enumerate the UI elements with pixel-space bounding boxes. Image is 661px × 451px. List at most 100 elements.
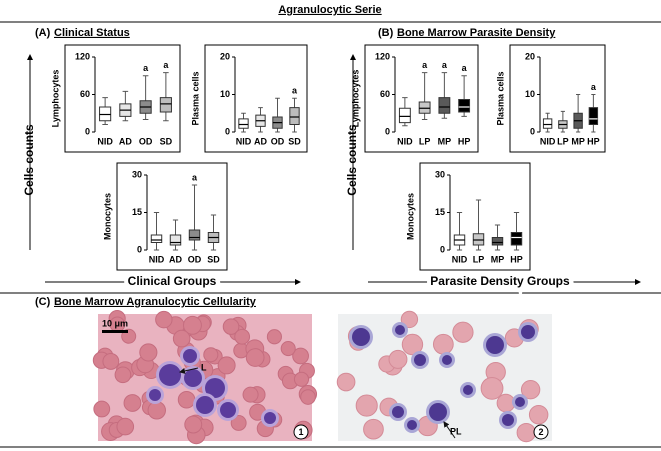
red-cell: [388, 349, 408, 369]
red-cell: [114, 366, 132, 384]
red-cell: [184, 415, 203, 434]
chart-frame: [364, 44, 479, 153]
cell-label: L: [201, 362, 207, 372]
red-cell: [116, 417, 135, 436]
x-tick-label: NID: [149, 254, 165, 264]
nucleus: [395, 325, 405, 335]
box: [458, 99, 471, 113]
red-cell: [401, 333, 424, 356]
annotation: a: [143, 63, 149, 73]
chart-frame: [204, 44, 308, 153]
red-cell: [102, 352, 120, 370]
red-cell: [280, 340, 296, 357]
annotation: a: [292, 86, 298, 96]
red-cell: [172, 329, 191, 348]
nucleus: [486, 336, 504, 354]
chart-frame: [116, 162, 228, 271]
box: [188, 229, 201, 241]
x-tick-label: LP: [557, 136, 569, 146]
nucleus: [159, 364, 181, 386]
y-tick-label: 0: [440, 244, 445, 254]
red-cell: [266, 329, 282, 345]
red-cell: [293, 371, 310, 387]
x-tick-label: OD: [271, 136, 285, 146]
annotation: a: [462, 63, 468, 73]
nucleus: [220, 402, 236, 418]
x-tick-label: MP: [571, 136, 585, 146]
axis-label: Cells counts: [345, 124, 359, 196]
y-tick-label: 120: [375, 51, 390, 61]
box: [289, 107, 300, 125]
scale-bar: [102, 330, 128, 333]
nucleus: [407, 420, 417, 430]
nucleus: [183, 349, 197, 363]
red-cell: [245, 348, 265, 367]
nucleus: [515, 397, 525, 407]
red-cell: [336, 372, 356, 392]
figure-title: Agranulocytic Serie: [278, 4, 381, 16]
box: [510, 232, 523, 246]
box: [398, 107, 411, 124]
x-tick-label: MP: [491, 254, 505, 264]
y-axis-label: Lymphocytes: [50, 70, 60, 128]
x-tick-label: NID: [452, 254, 468, 264]
annotation: a: [442, 60, 448, 70]
red-cell: [203, 347, 219, 363]
red-cell: [292, 347, 309, 365]
red-cell: [242, 386, 259, 403]
y-axis-label: Plasma cells: [495, 71, 505, 125]
red-cell: [516, 422, 536, 443]
x-tick-label: AD: [254, 136, 267, 146]
x-tick-label: HP: [587, 136, 600, 146]
red-cell: [400, 310, 419, 329]
y-axis-label: Plasma cells: [190, 71, 200, 125]
y-tick-label: 0: [85, 126, 90, 136]
box: [150, 234, 163, 243]
red-cell: [139, 343, 158, 362]
y-tick-label: 60: [80, 89, 90, 99]
x-tick-label: SD: [288, 136, 301, 146]
nucleus: [352, 328, 370, 346]
x-tick-label: AD: [119, 136, 132, 146]
y-tick-label: 60: [380, 89, 390, 99]
red-cell: [123, 394, 142, 412]
annotation: a: [422, 60, 428, 70]
y-tick-label: 0: [225, 126, 230, 136]
x-tick-label: LP: [473, 254, 485, 264]
nucleus: [205, 378, 225, 398]
red-cell: [217, 356, 236, 375]
x-tick-label: HP: [510, 254, 523, 264]
panel-heading: Clinical Status: [54, 27, 130, 39]
box: [159, 97, 172, 113]
nucleus: [521, 325, 535, 339]
y-axis-label: Lymphocytes: [350, 70, 360, 128]
red-cell: [222, 318, 240, 335]
red-cell: [234, 328, 251, 345]
nucleus: [463, 385, 473, 395]
y-tick-label: 10: [525, 89, 535, 99]
pointer: [179, 367, 199, 374]
nucleus: [264, 412, 276, 424]
red-cell: [147, 401, 166, 420]
red-cell: [528, 404, 549, 425]
y-tick-label: 30: [132, 169, 142, 179]
number: 1: [298, 427, 303, 437]
y-axis-label: Monocytes: [405, 193, 415, 240]
cell-label: PL: [450, 426, 462, 436]
red-cell: [355, 394, 378, 417]
box: [542, 118, 553, 129]
box: [438, 97, 451, 114]
number-badge: [293, 424, 309, 440]
x-tick-label: HP: [458, 136, 471, 146]
y-tick-label: 120: [75, 51, 90, 61]
panel-heading: Bone Marrow Parasite Density: [397, 27, 556, 39]
number-badge: [533, 424, 549, 440]
red-cell: [452, 321, 474, 343]
box: [238, 118, 249, 129]
red-cell: [183, 315, 202, 335]
y-tick-label: 15: [435, 207, 445, 217]
x-tick-label: LP: [419, 136, 431, 146]
x-tick-label: MP: [438, 136, 452, 146]
panel-label: (A): [35, 27, 51, 39]
nucleus: [392, 406, 404, 418]
